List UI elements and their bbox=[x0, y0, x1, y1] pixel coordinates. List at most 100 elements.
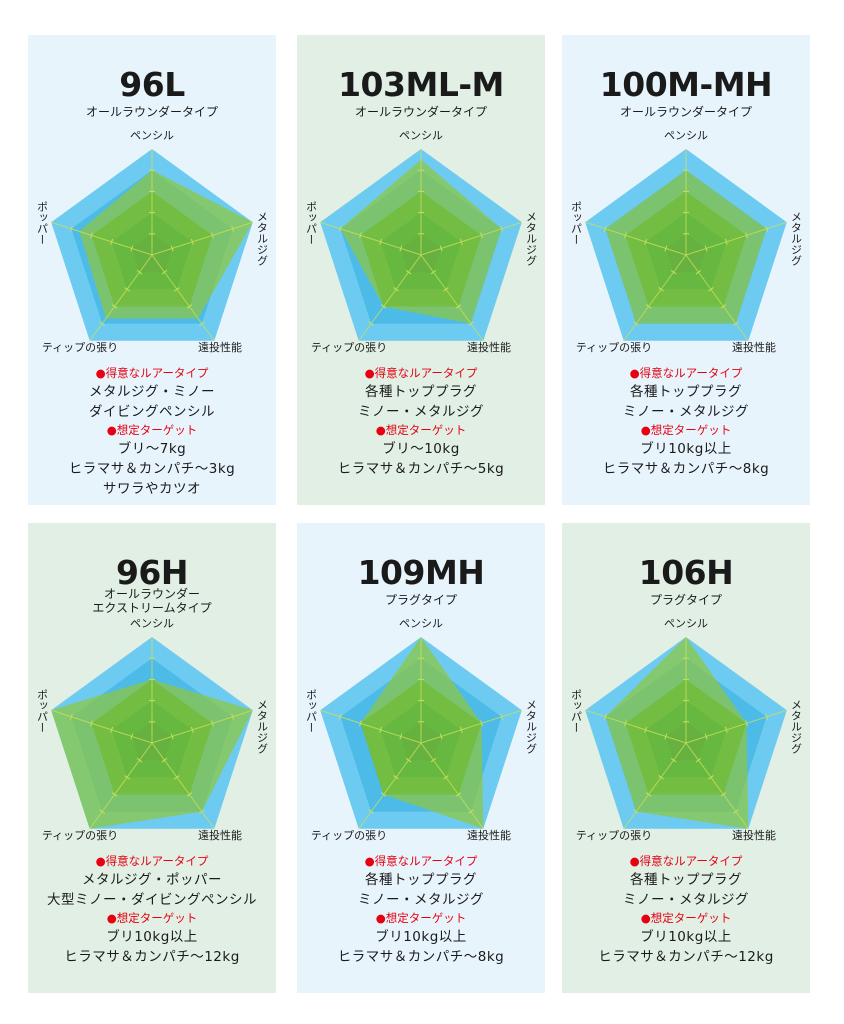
axis-tick bbox=[455, 304, 462, 309]
lure-type-line: メタルジグ・ポッパー bbox=[82, 872, 222, 888]
axis-tick bbox=[380, 304, 387, 309]
axis-label: 遠投性能 bbox=[467, 828, 511, 842]
rod-model-title: 96L bbox=[119, 65, 185, 104]
axis-tick bbox=[174, 775, 180, 780]
axis-line bbox=[320, 709, 422, 744]
target-line: ヒラマサ＆カンパチ〜8kg bbox=[337, 949, 505, 965]
target-heading: ●想定ターゲット bbox=[375, 911, 467, 925]
axis-tick bbox=[99, 321, 105, 326]
data-polygon bbox=[360, 637, 484, 829]
target-heading: ●想定ターゲット bbox=[106, 423, 198, 437]
axis-label: ポッパー bbox=[36, 689, 49, 733]
axis-tick bbox=[111, 304, 118, 309]
axis-tick bbox=[174, 287, 180, 292]
target-heading: ●想定ターゲット bbox=[375, 423, 467, 437]
axis-label: メタルジグ bbox=[525, 211, 538, 266]
axis-line bbox=[420, 221, 522, 256]
axis-tick bbox=[136, 757, 143, 763]
axis-tick bbox=[724, 238, 728, 245]
axis-tick bbox=[658, 287, 664, 292]
axis-tick bbox=[186, 304, 193, 309]
rod-model-title: 100M-MH bbox=[599, 65, 773, 104]
axis-tick bbox=[69, 713, 73, 720]
axis-label: ポッパー bbox=[570, 201, 583, 245]
axis-label: ティップの張り bbox=[311, 341, 387, 354]
target-line: ブリ10kg以上 bbox=[640, 441, 732, 457]
axis-tick bbox=[439, 733, 443, 740]
axis-line bbox=[358, 742, 422, 830]
axis-tick bbox=[733, 321, 739, 326]
subtitle-line: オールラウンダータイプ bbox=[85, 105, 218, 119]
axis-tick bbox=[380, 792, 387, 797]
axis-label: メタルジグ bbox=[525, 699, 538, 754]
target-heading: ●想定ターゲット bbox=[640, 911, 732, 925]
axis-line bbox=[420, 254, 484, 342]
subtitle-line: オールラウンダー bbox=[103, 587, 200, 601]
axis-tick bbox=[670, 757, 677, 763]
axis-tick bbox=[379, 726, 383, 733]
rod-card: 96L オールラウンダータイプ ペンシル メタルジグ 遠投性能 ティップの張り ポッパー ●得… bbox=[28, 35, 276, 505]
target-line: ブリ10kg以上 bbox=[640, 929, 732, 945]
lure-type-heading: ●得意なルアータイプ bbox=[95, 854, 209, 868]
rod-card: 100M-MH オールラウンダータイプペンシル メタルジグ 遠投性能 ティップの張り ポッ… bbox=[562, 35, 810, 505]
lure-type-line: ミノー・メタルジグ bbox=[358, 404, 484, 420]
rod-info: ●得意なルアータイプ メタルジグ・ポッパー 大型ミノー・ダイビングペンシル ●想定ター… bbox=[28, 853, 276, 967]
axis-tick bbox=[69, 225, 73, 232]
axis-tick bbox=[99, 809, 105, 814]
rod-info: ●得意なルアータイプ 各種トッププラグ ミノー・メタルジグ ●想定ターゲット ブリ10k… bbox=[562, 853, 810, 967]
axis-tick bbox=[359, 232, 362, 239]
axis-tick bbox=[359, 720, 362, 727]
axis-line bbox=[151, 742, 215, 830]
target-heading: ●想定ターゲット bbox=[640, 423, 732, 437]
axis-tick bbox=[745, 232, 748, 239]
axis-line bbox=[51, 221, 153, 256]
axis-tick bbox=[393, 287, 399, 292]
axis-tick bbox=[405, 269, 412, 275]
axis-tick bbox=[430, 269, 437, 275]
axis-tick bbox=[199, 809, 205, 814]
axis-tick bbox=[231, 225, 235, 232]
axis-tick bbox=[136, 269, 143, 275]
axis-tick bbox=[399, 245, 403, 252]
axis-tick bbox=[633, 809, 639, 814]
subtitle-line: オールラウンダータイプ bbox=[619, 105, 752, 119]
axis-tick bbox=[644, 238, 648, 245]
axis-line bbox=[685, 709, 787, 744]
axis-tick bbox=[644, 726, 648, 733]
axis-tick bbox=[399, 733, 403, 740]
axis-label: ポッパー bbox=[305, 689, 318, 733]
lure-type-heading: ●得意なルアータイプ bbox=[629, 854, 743, 868]
subtitle-line: エクストリームタイプ bbox=[92, 601, 212, 615]
lure-type-line: ミノー・メタルジグ bbox=[623, 404, 749, 420]
target-line: サワラやカツオ bbox=[103, 481, 201, 497]
axis-label: ペンシル bbox=[130, 617, 174, 630]
axis-label: ペンシル bbox=[399, 617, 443, 630]
target-line: ブリ10kg以上 bbox=[106, 929, 198, 945]
axis-line bbox=[358, 254, 422, 342]
axis-tick bbox=[90, 720, 93, 727]
lure-type-line: 各種トッププラグ bbox=[630, 872, 742, 888]
axis-tick bbox=[480, 232, 483, 239]
lure-type-line: ミノー・メタルジグ bbox=[358, 892, 484, 908]
axis-tick bbox=[393, 775, 399, 780]
data-polygon bbox=[79, 170, 253, 319]
axis-tick bbox=[459, 726, 463, 733]
lure-type-heading: ●得意なルアータイプ bbox=[364, 366, 478, 380]
axis-label: ティップの張り bbox=[576, 829, 652, 842]
lure-type-line: 大型ミノー・ダイビングペンシル bbox=[47, 892, 257, 908]
axis-label: 遠投性能 bbox=[732, 828, 776, 842]
axis-line bbox=[420, 742, 484, 830]
axis-tick bbox=[124, 287, 130, 292]
axis-tick bbox=[190, 726, 194, 733]
axis-tick bbox=[110, 726, 114, 733]
axis-tick bbox=[190, 238, 194, 245]
target-line: ヒラマサ＆カンパチ〜5kg bbox=[337, 461, 505, 477]
lure-type-line: ミノー・メタルジグ bbox=[623, 892, 749, 908]
axis-line bbox=[420, 709, 522, 744]
axis-tick bbox=[765, 713, 769, 720]
axis-tick bbox=[111, 792, 118, 797]
